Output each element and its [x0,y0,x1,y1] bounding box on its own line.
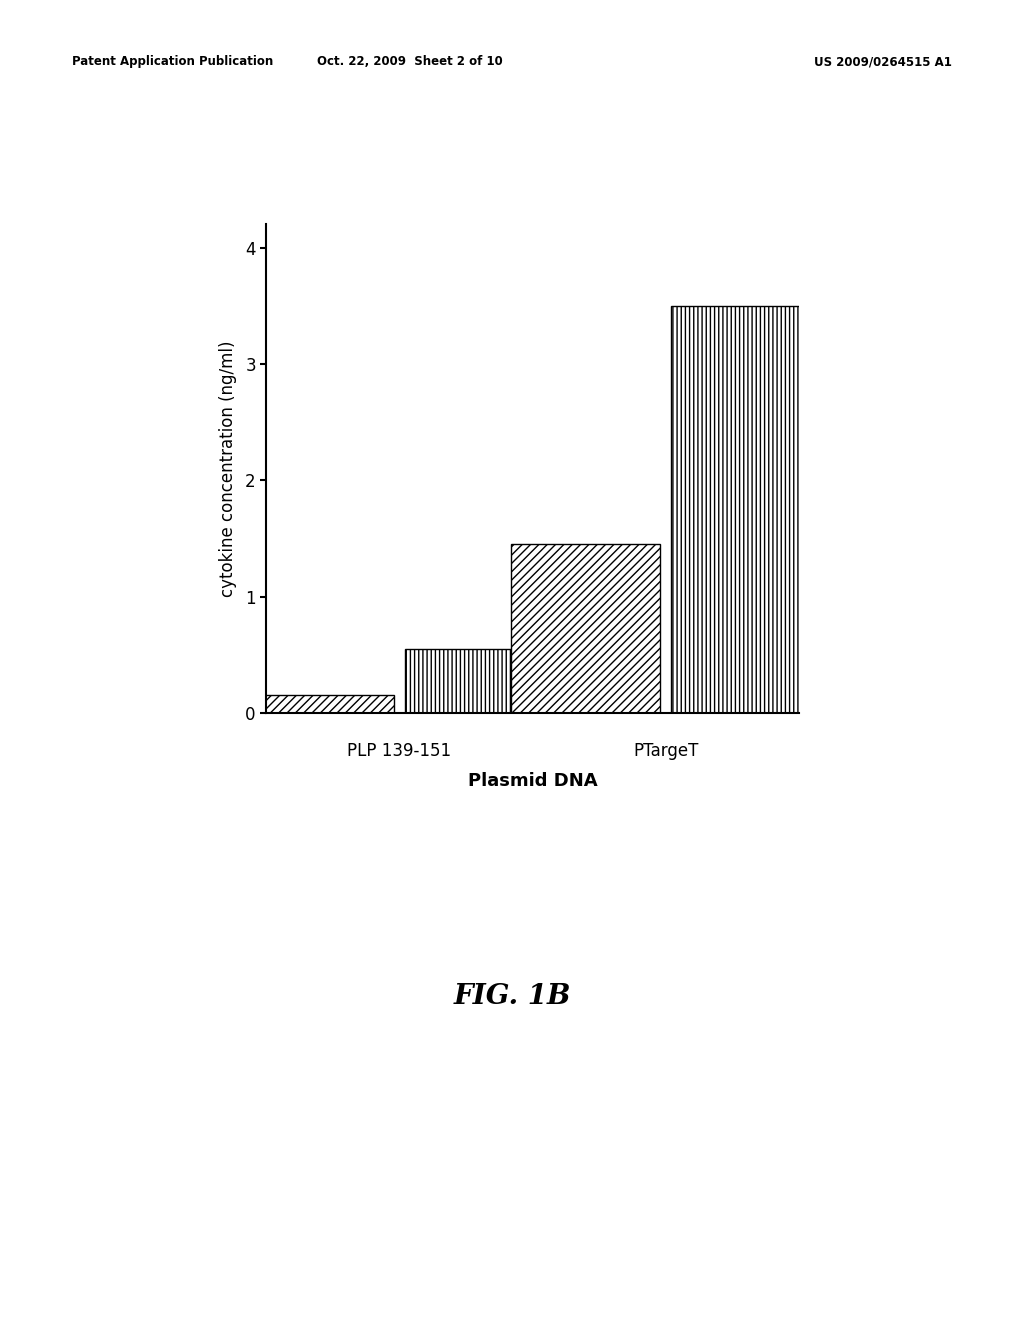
Text: Oct. 22, 2009  Sheet 2 of 10: Oct. 22, 2009 Sheet 2 of 10 [316,55,503,69]
Text: PLP 139-151: PLP 139-151 [347,742,452,760]
Text: Patent Application Publication: Patent Application Publication [72,55,273,69]
Bar [245,696,394,713]
Text: FIG. 1B: FIG. 1B [454,983,570,1010]
Text: Plasmid DNA: Plasmid DNA [468,772,597,791]
Text: PTargeT: PTargeT [633,742,698,760]
Y-axis label: cytokine concentration (ng/ml): cytokine concentration (ng/ml) [219,341,237,597]
Bar [671,306,820,713]
Text: US 2009/0264515 A1: US 2009/0264515 A1 [814,55,952,69]
Bar [404,649,554,713]
Bar [511,544,660,713]
